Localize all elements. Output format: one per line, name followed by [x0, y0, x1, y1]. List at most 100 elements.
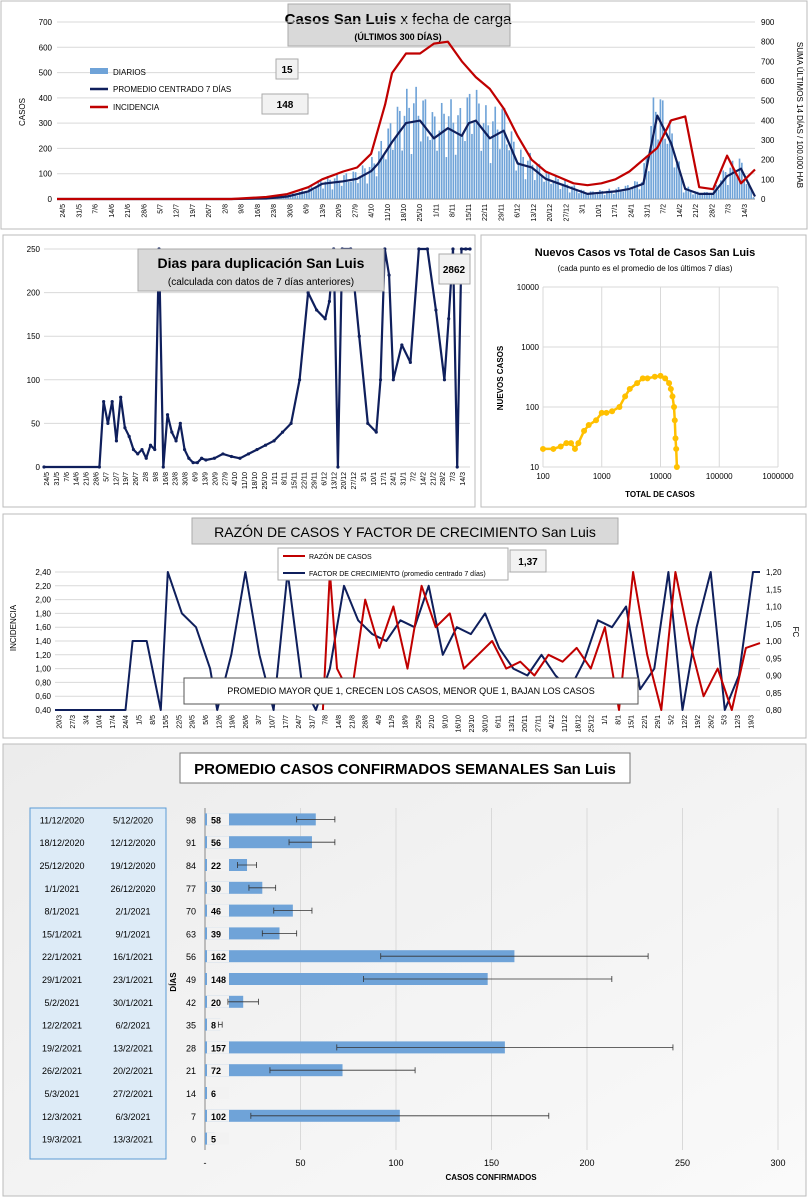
week-days: 7: [191, 1112, 196, 1122]
chart1-xtick: 28/6: [141, 204, 148, 218]
chart2-point: [144, 456, 148, 460]
week-days: 14: [186, 1089, 196, 1099]
chart1-daily-bar: [387, 128, 390, 199]
chart1-daily-bar: [578, 193, 580, 199]
chart-daily-cases: Casos San Luis x fecha de carga (ÚLTIMOS…: [18, 3, 804, 222]
chart1-daily-bar: [734, 169, 736, 199]
chart2-xtick: 14/2: [420, 472, 427, 486]
chart1-daily-bar: [480, 150, 483, 199]
chart2-point: [200, 456, 204, 460]
chart1-daily-bar: [487, 125, 490, 199]
weekly-value-label: 6: [211, 1089, 216, 1099]
chart2-point: [255, 447, 259, 452]
chart4-xtick: 19/2: [695, 715, 702, 729]
chart2-point: [221, 452, 225, 456]
chart2-xtick: 7/3: [450, 472, 457, 482]
chart1-daily-bar: [382, 155, 385, 199]
week-end-date: 12/3/2021: [42, 1112, 82, 1122]
chart3-subtitle: (cada punto es el promedio de los último…: [558, 264, 733, 273]
chart1-daily-bar: [354, 172, 357, 199]
chart1-daily-bar: [652, 97, 655, 199]
chart4-xtick: 19/3: [748, 715, 755, 729]
chart2-point: [306, 291, 310, 295]
week-end-date: 18/12/2020: [39, 838, 84, 848]
chart3-xtick: 100000: [706, 472, 733, 481]
chart1-xtick: 24/5: [60, 204, 67, 218]
chart2-point: [229, 454, 234, 459]
chart3-point: [644, 375, 651, 382]
week-end-date: 11/12/2020: [40, 815, 84, 825]
chart1-daily-bar: [624, 185, 627, 199]
chart1-ytick-right: 0: [761, 195, 766, 204]
chart1-daily-bar: [457, 115, 459, 199]
chart2-point: [459, 247, 464, 251]
chart2-xtick: 20/12: [341, 472, 348, 490]
chart1-daily-bar: [352, 171, 355, 199]
chart1-daily-bar: [454, 154, 457, 199]
chart1-daily-bar: [396, 106, 399, 199]
chart1-xtick: 26/7: [206, 204, 213, 218]
weekly-value-label: 22: [211, 861, 221, 871]
chart1-xtick: 30/8: [287, 204, 294, 218]
chart4-xtick: 29/1: [655, 715, 662, 729]
chart2-point: [442, 378, 447, 382]
chart1-daily-bar: [450, 99, 452, 199]
chart2-point: [408, 360, 412, 364]
chart1-daily-bar: [668, 120, 671, 199]
chart2-xtick: 14/3: [460, 472, 467, 486]
chart4-xtick: 4/9: [376, 715, 383, 725]
chart4-xtick: 31/7: [309, 715, 316, 729]
chart1-daily-bar: [526, 160, 529, 199]
chart1-daily-bar: [510, 131, 513, 199]
chart1-xtick: 19/7: [190, 204, 197, 218]
chart1-daily-bar: [710, 194, 713, 199]
chart2-xtick: 12/7: [113, 472, 120, 486]
chart4-xtick: 7/8: [323, 715, 330, 725]
week-days: 77: [186, 884, 196, 894]
chart1-daily-bar: [680, 175, 683, 199]
chart2-point: [178, 421, 182, 425]
chart2-point: [417, 247, 421, 251]
weekly-value-box: [207, 1087, 229, 1099]
chart1-daily-bar: [324, 181, 327, 199]
chart1-daily-bar: [661, 100, 664, 199]
chart1-xtick: 28/2: [709, 204, 716, 218]
chart3-xlabel: TOTAL DE CASOS: [625, 490, 695, 499]
chart1-daily-bar: [389, 123, 392, 199]
chart4-xtick: 15/5: [163, 715, 170, 729]
chart1-daily-bar: [336, 174, 338, 199]
chart1-daily-bar: [529, 152, 531, 199]
chart3-point: [639, 375, 646, 382]
chart1-daily-bar: [464, 141, 466, 199]
chart1-daily-bar: [408, 107, 410, 199]
chart1-daily-bar: [745, 184, 748, 199]
chart1-daily-bar: [531, 164, 534, 199]
chart4-ylabel-right: FC: [791, 627, 800, 638]
chart1-daily-bar: [385, 159, 387, 199]
chart1-ytick: 400: [39, 94, 53, 103]
chart4-xtick: 16/10: [456, 715, 463, 733]
chart4-xtick: 22/1: [642, 715, 649, 729]
chart5-xtick: 300: [770, 1158, 785, 1168]
week-days: 63: [186, 929, 196, 939]
chart1-daily-bar: [575, 189, 578, 199]
chart3-xtick: 100: [536, 472, 550, 481]
annot-incidencia: 148: [277, 100, 294, 111]
chart1-daily-bar: [629, 189, 631, 199]
week-start-date: 20/2/2021: [113, 1066, 153, 1076]
chart4-xtick: 29/5: [190, 715, 197, 729]
chart1-xtick: 6/12: [515, 204, 522, 218]
chart4-title: RAZÓN DE CASOS Y FACTOR DE CRECIMIENTO S…: [214, 524, 596, 540]
chart1-daily-bar: [513, 141, 515, 199]
chart2-point: [298, 378, 302, 382]
chart3-point: [557, 443, 564, 450]
chart1-daily-bar: [692, 194, 694, 199]
chart4-xtick: 27/3: [70, 715, 77, 729]
chart2-point: [447, 317, 451, 321]
chart1-daily-bar: [375, 176, 378, 199]
weekly-value-box: [207, 995, 229, 1008]
chart1-daily-bar: [543, 181, 545, 199]
chart4-xtick: 8/1: [615, 715, 622, 725]
chart2-point: [238, 456, 242, 460]
chart2-ytick: 250: [27, 245, 41, 254]
